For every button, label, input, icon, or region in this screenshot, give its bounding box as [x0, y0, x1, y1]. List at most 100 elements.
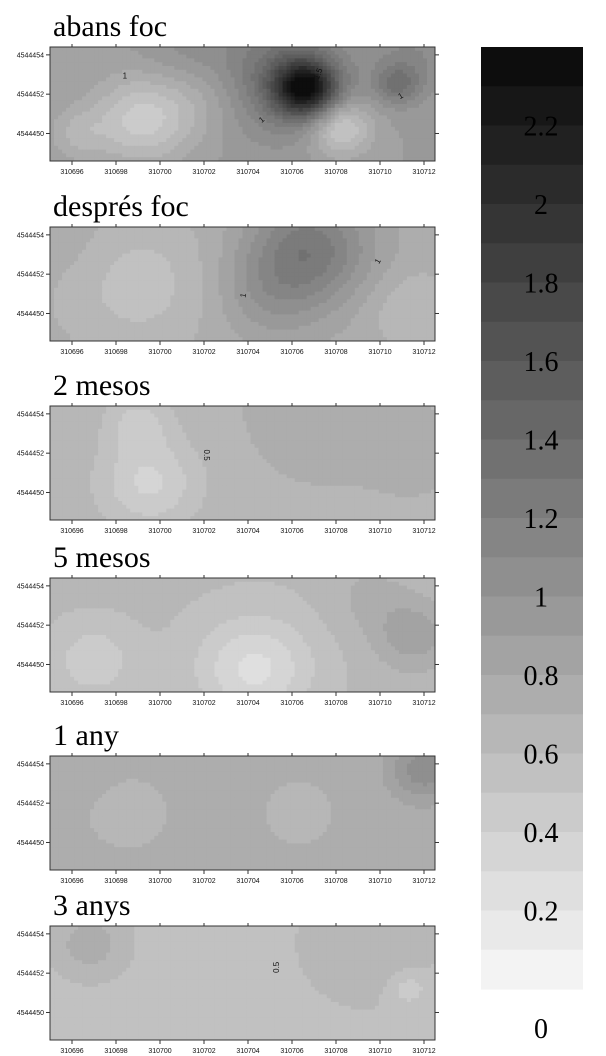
heatmap-cell [414, 126, 420, 132]
heatmap-cell [62, 47, 67, 52]
heatmap-cell [258, 47, 264, 52]
heatmap-cell [174, 230, 179, 236]
heatmap-cell [178, 284, 183, 289]
heatmap-cell [138, 115, 143, 120]
heatmap-cell [282, 272, 288, 277]
heatmap-cell [286, 242, 292, 247]
heatmap-cell [270, 47, 276, 52]
heatmap-cell [430, 230, 435, 236]
heatmap-cell [422, 107, 428, 113]
heatmap-cell [286, 100, 292, 105]
heatmap-cell [418, 227, 424, 232]
heatmap-cell [162, 62, 167, 67]
heatmap-cell [242, 115, 248, 120]
heatmap-cell [58, 234, 63, 239]
heatmap-cell [314, 138, 320, 143]
heatmap-cell [90, 58, 95, 63]
heatmap-cell [422, 253, 428, 258]
heatmap-cell [74, 268, 79, 274]
heatmap-cell [158, 246, 163, 251]
heatmap-cell [186, 47, 191, 52]
heatmap-cell [174, 291, 179, 296]
heatmap-cell [246, 257, 252, 262]
heatmap-cell [354, 295, 360, 300]
heatmap-cell [66, 54, 71, 59]
heatmap-cell [258, 69, 264, 75]
heatmap-cell [154, 280, 159, 285]
heatmap-cell [414, 54, 420, 59]
heatmap-cell [106, 81, 111, 86]
heatmap-cell [178, 280, 183, 285]
heatmap-cell [138, 238, 143, 243]
heatmap-cell [102, 238, 107, 243]
heatmap-cell [318, 238, 324, 243]
heatmap-cell [166, 47, 171, 52]
heatmap-cell [174, 73, 179, 78]
heatmap-cell [98, 111, 103, 116]
heatmap-cell [126, 284, 131, 289]
heatmap-cell [246, 115, 252, 120]
heatmap-cell [54, 138, 59, 143]
colorbar-tick-label: 2 [534, 190, 548, 221]
heatmap-cell [198, 268, 203, 274]
heatmap-cell [166, 138, 171, 143]
heatmap-cell [126, 280, 131, 285]
heatmap-cell [74, 149, 79, 154]
heatmap-cell [138, 242, 143, 247]
heatmap-cell [378, 299, 384, 304]
heatmap-cell [314, 126, 320, 132]
heatmap-cell [398, 73, 404, 78]
heatmap-cell [154, 100, 159, 105]
heatmap-cell [230, 81, 235, 86]
heatmap-cell [114, 85, 119, 90]
heatmap-cell [430, 257, 435, 262]
heatmap-cell [134, 238, 139, 243]
heatmap-cell [226, 107, 231, 113]
heatmap-cell [54, 157, 59, 161]
heatmap-cell [102, 107, 107, 113]
heatmap-cell [278, 276, 284, 281]
heatmap-cell [166, 272, 171, 277]
heatmap-cell [206, 291, 211, 296]
heatmap-cell [322, 157, 328, 161]
heatmap-cell [166, 119, 171, 124]
heatmap-cell [110, 134, 115, 139]
heatmap-cell [330, 73, 336, 78]
heatmap-cell [206, 145, 211, 151]
heatmap-cell [162, 253, 167, 258]
heatmap-cell [114, 246, 119, 251]
heatmap-cell [74, 306, 79, 312]
heatmap-cell [162, 246, 167, 251]
heatmap-cell [190, 234, 195, 239]
heatmap-cell [342, 291, 348, 296]
heatmap-cell [194, 100, 199, 105]
heatmap-cell [262, 58, 268, 63]
heatmap-cell [394, 261, 400, 266]
heatmap-cell [406, 230, 412, 236]
heatmap-cell [330, 88, 336, 94]
heatmap-cell [362, 295, 368, 300]
heatmap-cell [74, 47, 79, 52]
heatmap-cell [334, 119, 340, 124]
heatmap-cell [350, 145, 356, 151]
heatmap-cell [294, 62, 300, 67]
heatmap-cell [262, 123, 268, 128]
heatmap-cell [282, 257, 288, 262]
heatmap-cell [114, 153, 119, 158]
heatmap-cell [354, 253, 360, 258]
heatmap-cell [130, 149, 135, 154]
heatmap-cell [194, 257, 199, 262]
heatmap-cell [82, 238, 87, 243]
heatmap-cell [190, 119, 195, 124]
heatmap-cell [74, 246, 79, 251]
heatmap-cell [118, 149, 123, 154]
heatmap-cell [426, 276, 432, 281]
heatmap-cell [82, 234, 87, 239]
heatmap-cell [426, 227, 432, 232]
heatmap-cell [382, 126, 388, 132]
heatmap-cell [298, 246, 304, 251]
heatmap-cell [158, 88, 163, 94]
heatmap-cell [250, 227, 256, 232]
heatmap-cell [306, 272, 312, 277]
heatmap-cell [194, 96, 199, 101]
